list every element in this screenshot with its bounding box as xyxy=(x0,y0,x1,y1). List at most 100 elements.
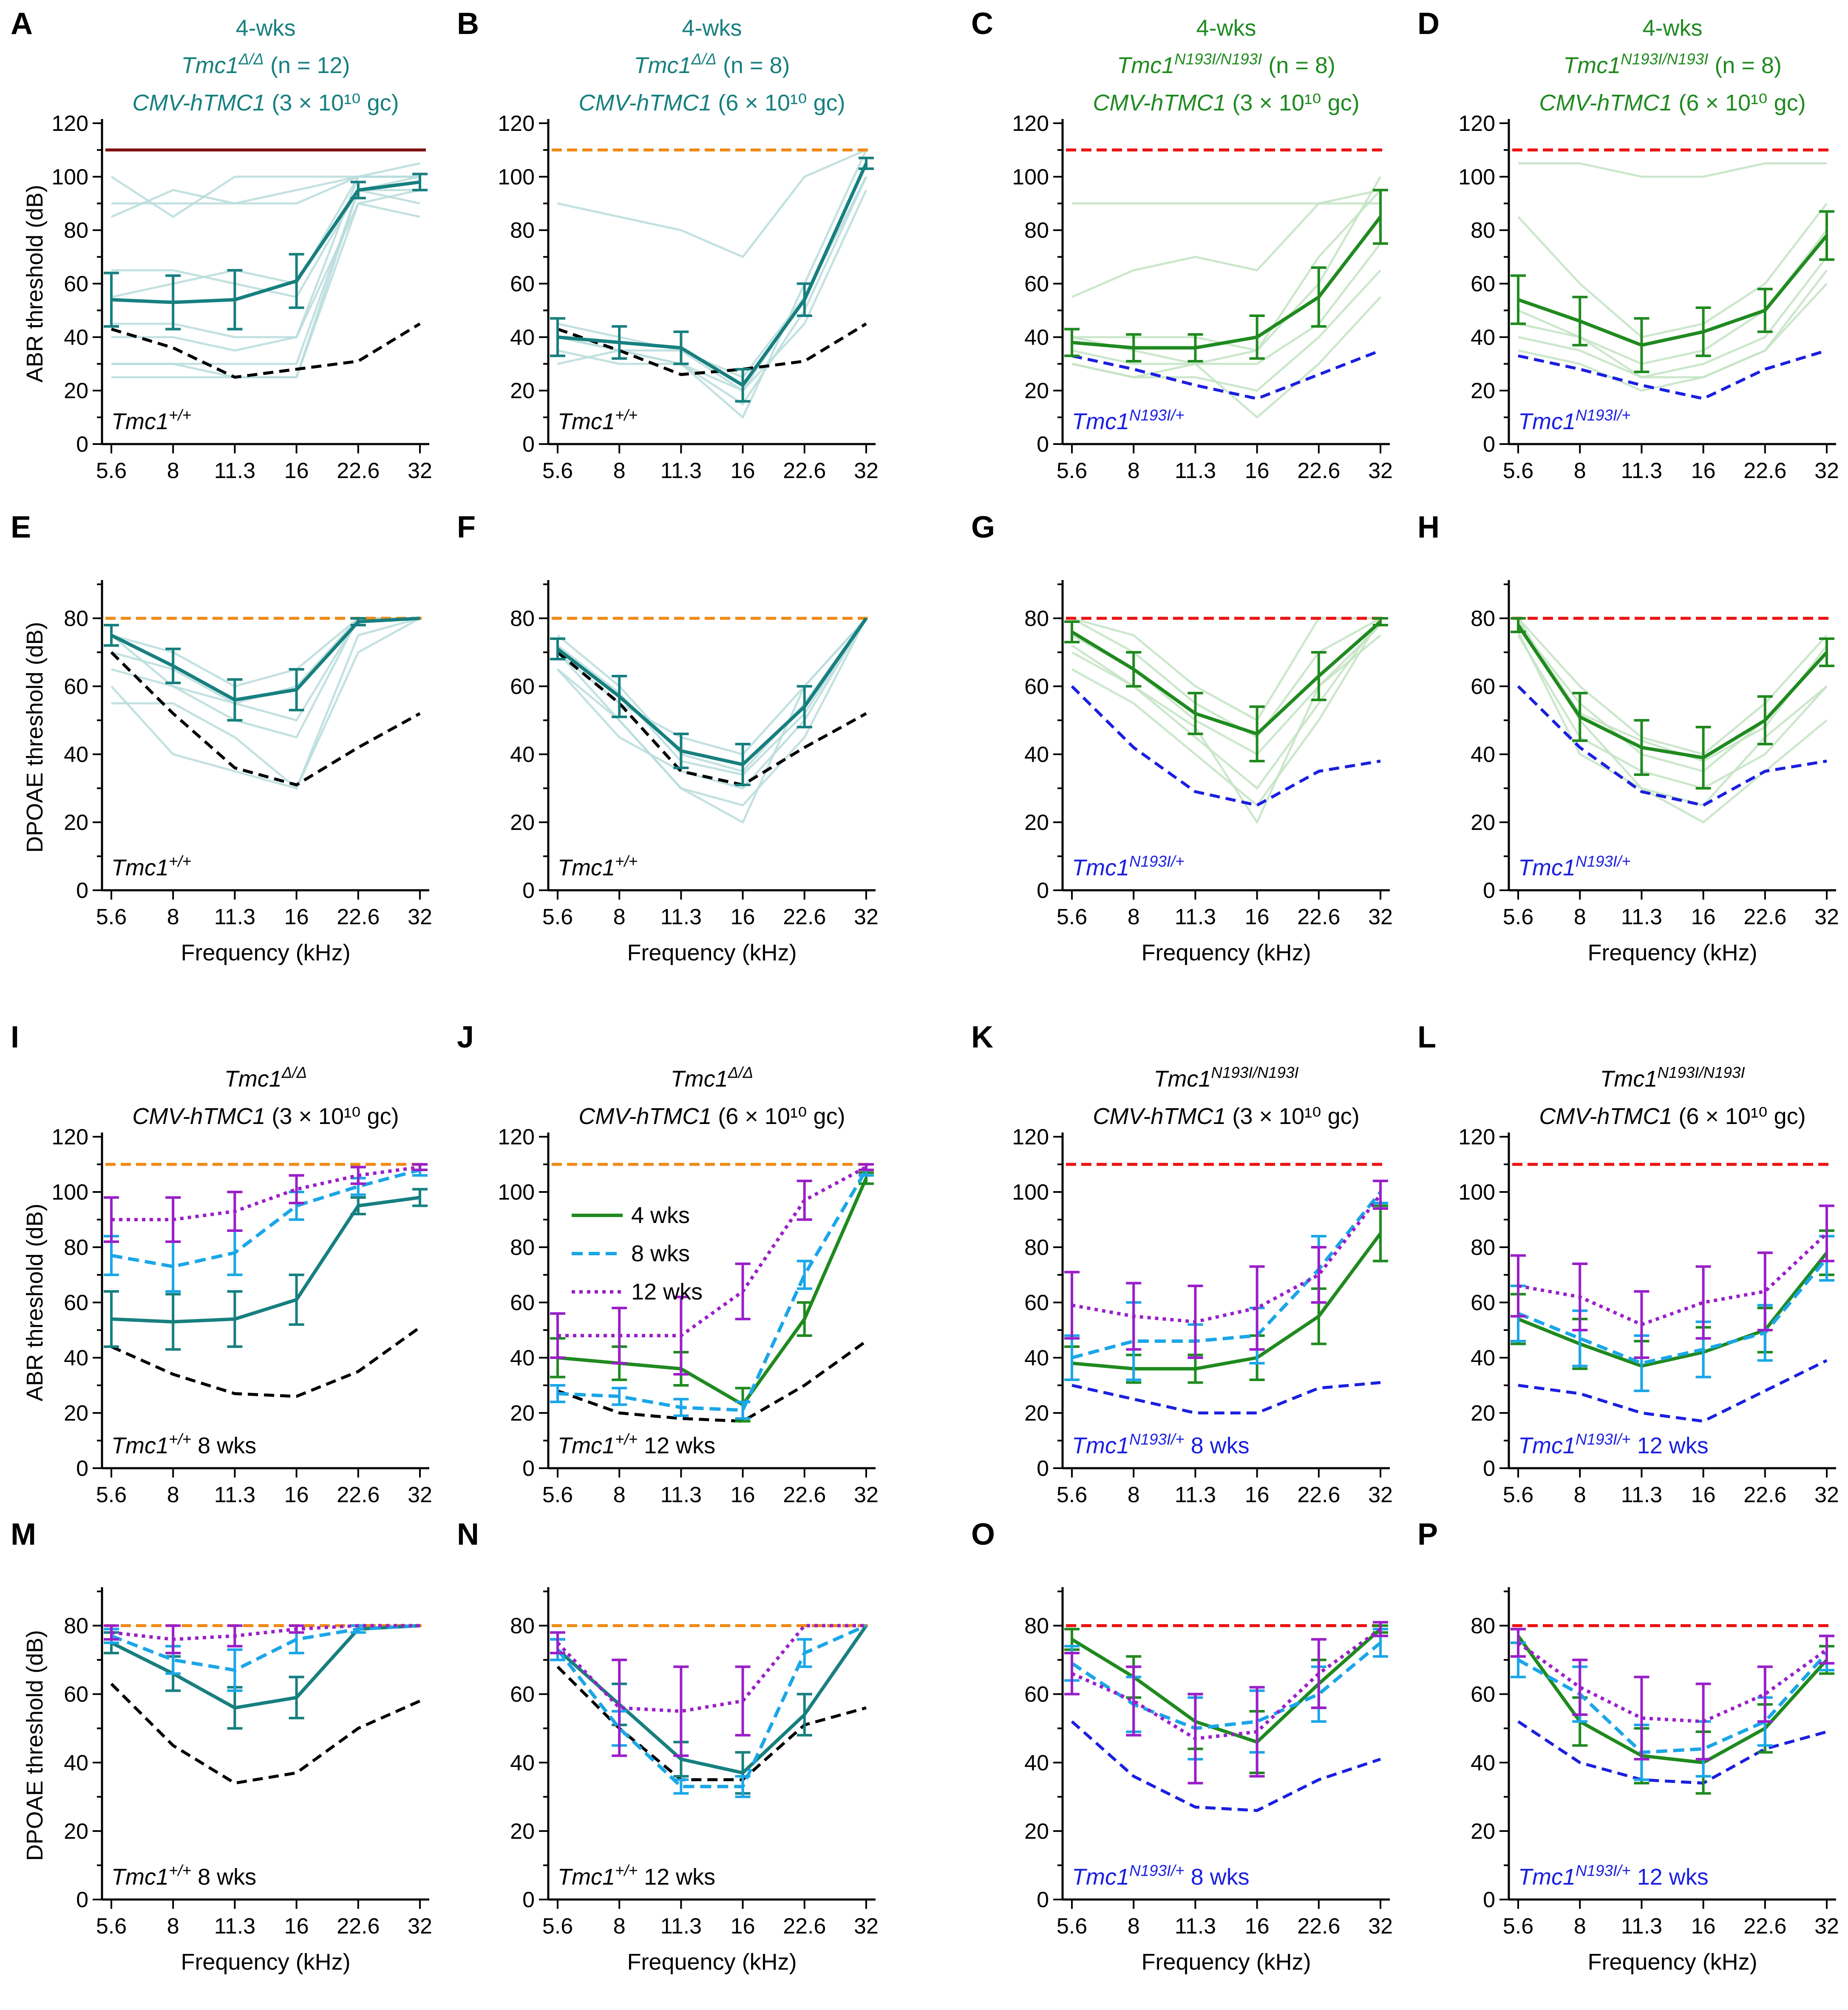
genotype-superscript: +/+ xyxy=(615,1430,638,1448)
x-tick-label: 8 xyxy=(613,459,626,483)
y-tick-label: 40 xyxy=(1471,325,1495,350)
individual-trace xyxy=(1071,176,1382,365)
y-tick-label: 20 xyxy=(1024,379,1049,403)
x-tick-label: 32 xyxy=(408,459,432,483)
control-line xyxy=(1518,349,1828,400)
gene-symbol: Tmc1 xyxy=(558,409,615,434)
control-label: Tmc1+/+ xyxy=(558,852,638,880)
gene-symbol: Tmc1 xyxy=(634,53,691,78)
control-line xyxy=(1071,1720,1381,1812)
control-line xyxy=(556,1665,867,1781)
y-tick-label: 120 xyxy=(51,111,88,136)
construct-name: CMV-hTMC1 xyxy=(1539,90,1672,116)
y-tick-label: 100 xyxy=(1458,165,1495,190)
title-line: Tmc1N193I/N193I (n = 8) xyxy=(1563,50,1782,78)
x-tick-label: 8 xyxy=(1128,459,1140,483)
genotype-superscript: +/+ xyxy=(169,1430,191,1448)
y-tick-label: 0 xyxy=(1483,1888,1495,1912)
x-tick-label: 32 xyxy=(1814,459,1839,483)
y-tick-label: 60 xyxy=(510,1682,535,1707)
y-tick-label: 20 xyxy=(1471,810,1495,835)
y-tick-label: 60 xyxy=(64,1682,88,1707)
y-tick-label: 40 xyxy=(510,742,535,767)
y-tick-label: 80 xyxy=(510,1235,535,1260)
x-tick-label: 11.3 xyxy=(214,905,255,929)
x-tick-label: 32 xyxy=(1368,1914,1393,1939)
title-line: 4-wks xyxy=(1642,15,1702,41)
genotype-superscript: Δ/Δ xyxy=(728,1064,753,1081)
y-tick-label: 80 xyxy=(1471,606,1495,631)
individual-trace xyxy=(1518,269,1828,392)
individual-trace xyxy=(1518,256,1828,379)
x-tick-label: 11.3 xyxy=(1175,905,1216,929)
individual-trace xyxy=(111,176,420,298)
x-tick-label: 11.3 xyxy=(214,459,255,483)
series-line xyxy=(556,1625,868,1775)
x-tick-label: 32 xyxy=(408,1483,432,1507)
individual-trace xyxy=(1071,617,1381,739)
control-line xyxy=(110,651,421,787)
y-tick-label: 100 xyxy=(1012,165,1049,190)
y-tick-label: 20 xyxy=(510,1819,535,1844)
y-tick-label: 40 xyxy=(1024,1751,1049,1775)
series-line xyxy=(1517,1641,1828,1724)
individual-trace xyxy=(111,176,420,352)
y-tick-label: 60 xyxy=(64,1291,88,1315)
control-line xyxy=(111,1326,421,1398)
individual-trace xyxy=(1518,229,1828,365)
x-tick-label: 16 xyxy=(284,905,309,929)
panel-letter: H xyxy=(1417,510,1440,544)
individual-trace xyxy=(557,149,867,258)
construct-name: CMV-hTMC1 xyxy=(1539,1104,1672,1129)
y-tick-label: 100 xyxy=(51,1180,88,1205)
y-tick-label: 120 xyxy=(1458,1125,1495,1149)
genotype-superscript: +/+ xyxy=(169,852,191,870)
y-tick-label: 40 xyxy=(510,1346,535,1370)
y-tick-label: 0 xyxy=(76,1456,88,1481)
individual-trace xyxy=(1071,617,1380,722)
y-tick-label: 60 xyxy=(1471,674,1495,699)
y-tick-label: 20 xyxy=(64,810,88,835)
gene-symbol: Tmc1 xyxy=(1117,53,1174,78)
title-line: CMV-hTMC1 (6 × 10¹⁰ gc) xyxy=(1539,1104,1805,1129)
genotype-superscript: N193I/+ xyxy=(1129,1862,1185,1879)
series-line xyxy=(111,1624,420,1641)
control-line xyxy=(557,1340,867,1423)
x-tick-label: 16 xyxy=(1691,1914,1716,1939)
individual-trace xyxy=(1517,617,1828,756)
y-tick-label: 80 xyxy=(1471,218,1495,243)
genotype-superscript: +/+ xyxy=(169,1862,191,1879)
title-line: Tmc1Δ/Δ (n = 12) xyxy=(181,50,350,78)
y-tick-label: 60 xyxy=(1471,1291,1495,1315)
genotype-superscript: Δ/Δ xyxy=(281,1064,307,1081)
y-tick-label: 120 xyxy=(498,111,535,136)
individual-trace xyxy=(111,176,420,298)
x-tick-label: 11.3 xyxy=(1621,905,1662,929)
label-rest: 12 wks xyxy=(1631,1864,1709,1890)
x-tick-label: 32 xyxy=(408,905,432,929)
y-tick-label: 0 xyxy=(1483,432,1495,457)
panel-g: G 0 20 40 60 80 5.6 8 11.3 16 22.6 32 Frequency (kHz… xyxy=(971,510,1393,965)
x-tick-label: 8 xyxy=(167,1914,179,1939)
label-rest: (6 × 10¹⁰ gc) xyxy=(1672,90,1805,116)
y-tick-label: 0 xyxy=(522,878,535,903)
label-rest: (n = 8) xyxy=(717,53,790,78)
label-rest: (n = 8) xyxy=(1708,53,1782,78)
title-line: Tmc1N193I/N193I xyxy=(1600,1064,1745,1092)
y-tick-label: 40 xyxy=(1471,742,1495,767)
gene-symbol: Tmc1 xyxy=(1600,1066,1657,1092)
series-line xyxy=(111,1624,420,1710)
genotype-superscript: N193I/+ xyxy=(1129,852,1185,870)
series-line xyxy=(111,1624,420,1672)
x-tick-label: 5.6 xyxy=(1057,905,1087,929)
x-tick-label: 11.3 xyxy=(660,459,702,483)
x-tick-label: 11.3 xyxy=(1175,1483,1216,1507)
series-line xyxy=(1071,215,1382,350)
gene-symbol: Tmc1 xyxy=(1154,1066,1211,1092)
series-line xyxy=(1071,1232,1382,1370)
x-tick-label: 8 xyxy=(613,1914,626,1939)
y-tick-label: 120 xyxy=(1012,111,1049,136)
